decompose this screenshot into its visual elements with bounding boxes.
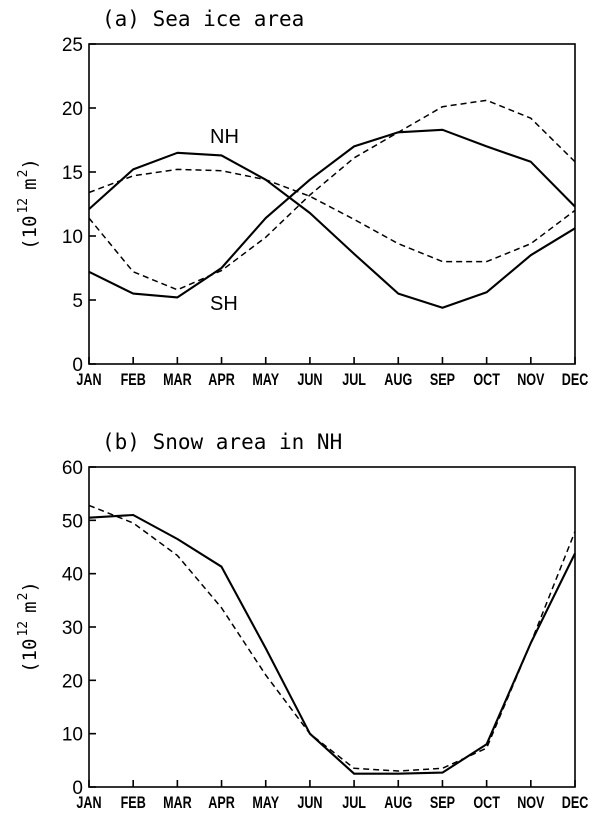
x-tick-label: OCT xyxy=(473,370,500,389)
y-tick-label: 0 xyxy=(72,778,83,799)
ylabel-unit: m xyxy=(19,178,41,189)
ylabel-unit-exponent: 2 xyxy=(16,170,31,178)
x-tick-label: JUL xyxy=(342,370,366,389)
x-tick-label: MAR xyxy=(163,370,192,389)
panel-a-series xyxy=(88,99,576,309)
panel-a-y-axis-label: (10 12 m2) xyxy=(16,158,41,250)
x-tick-label: JAN xyxy=(76,370,101,389)
panel-a-series-3-solid-line xyxy=(88,128,576,299)
x-tick-label: JUN xyxy=(297,370,322,389)
x-tick-label: MAY xyxy=(252,370,279,389)
y-tick-label: 20 xyxy=(62,671,83,692)
y-tick-label: 20 xyxy=(62,99,83,120)
y-tick-label: 50 xyxy=(62,511,83,532)
ylabel-unit-exponent: 2 xyxy=(16,593,31,601)
y-tick-label: 10 xyxy=(62,227,83,248)
panel-a-series-4-dashed-line xyxy=(88,99,576,291)
y-tick-label: 30 xyxy=(62,618,83,639)
panel-b-y-axis-label: (10 12 m2) xyxy=(16,581,41,673)
x-tick-label: JAN xyxy=(76,793,101,812)
ylabel-exponent: 12 xyxy=(16,198,31,214)
x-tick-label: DEC xyxy=(562,370,589,389)
panel-a-axes: 0 5 10 15 20 25 JAN FEB MAR APR MAY JUN JUL AUG SEP OCT… xyxy=(62,35,589,390)
x-tick-label: SEP xyxy=(430,793,455,812)
ylabel-suffix: ) xyxy=(19,581,41,592)
panel-a-series-2-dashed-line xyxy=(88,168,576,263)
x-tick-label: FEB xyxy=(121,370,146,389)
y-tick-label: 15 xyxy=(62,163,83,184)
panel-a-title: (a) Sea ice area xyxy=(102,7,304,31)
x-tick-label: AUG xyxy=(384,793,412,812)
svg-text:(1012m2): (10 12 m2) xyxy=(16,581,41,673)
svg-text:(1012m2): (10 12 m2) xyxy=(16,158,41,250)
panel-b-axes: 0 10 20 30 40 50 60 JAN FEB MAR APR MAY JUN JUL AUG SEP… xyxy=(62,458,589,813)
ylabel-prefix: (10 xyxy=(19,216,41,250)
ylabel-prefix: (10 xyxy=(19,639,41,673)
x-tick-label: SEP xyxy=(430,370,455,389)
panel-b-series-2-dashed-line xyxy=(88,504,576,772)
x-tick-label: MAR xyxy=(163,793,192,812)
x-tick-label: APR xyxy=(208,793,235,812)
x-tick-label: FEB xyxy=(121,793,146,812)
ylabel-suffix: ) xyxy=(19,158,41,169)
ylabel-exponent: 12 xyxy=(16,621,31,637)
x-tick-label: JUN xyxy=(297,793,322,812)
panel-b-snow-area: (b) Snow area in NH 0 10 20 30 40 50 60 JAN FEB M… xyxy=(16,430,588,813)
panel-a-plot-frame xyxy=(88,43,576,365)
y-tick-label: 25 xyxy=(62,35,83,56)
ylabel-unit: m xyxy=(19,601,41,612)
y-tick-label: 40 xyxy=(62,565,83,586)
x-tick-label: MAY xyxy=(252,793,279,812)
x-tick-label: NOV xyxy=(517,370,544,389)
panel-b-series xyxy=(88,504,576,775)
y-tick-label: 60 xyxy=(62,458,83,479)
x-tick-label: DEC xyxy=(562,793,589,812)
y-tick-label: 5 xyxy=(72,291,83,312)
x-tick-label: JUL xyxy=(342,793,366,812)
nh-series-label: NH xyxy=(210,126,239,148)
panel-b-series-1-solid-line xyxy=(88,513,576,775)
x-tick-label: AUG xyxy=(384,370,412,389)
panel-b-title: (b) Snow area in NH xyxy=(102,430,342,454)
panel-a-sea-ice-area: (a) Sea ice area 0 5 10 15 20 25 JAN FEB MAR APR M… xyxy=(16,7,588,390)
sh-series-label: SH xyxy=(210,293,238,315)
panel-a-series-1-solid-line xyxy=(88,151,576,309)
y-tick-label: 10 xyxy=(62,725,83,746)
x-tick-label: APR xyxy=(208,370,235,389)
y-tick-label: 0 xyxy=(72,355,83,376)
panel-b-plot-frame xyxy=(88,466,576,788)
x-tick-label: NOV xyxy=(517,793,544,812)
x-tick-label: OCT xyxy=(473,793,500,812)
